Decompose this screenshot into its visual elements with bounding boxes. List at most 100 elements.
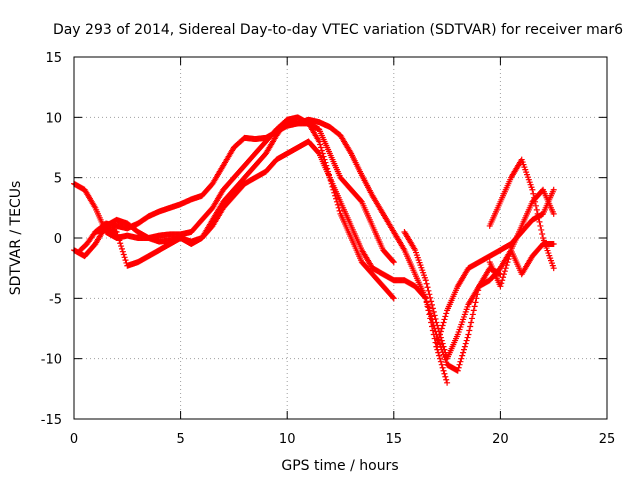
data-point <box>436 334 443 341</box>
data-points <box>71 114 557 386</box>
data-point <box>433 319 440 326</box>
data-point <box>460 349 467 356</box>
data-point <box>469 311 476 318</box>
data-point <box>431 312 438 319</box>
data-point <box>437 328 444 335</box>
data-point <box>434 340 441 347</box>
data-point <box>444 379 451 386</box>
y-tick-label: -15 <box>41 413 62 428</box>
y-tick-label: -5 <box>49 292 62 307</box>
data-point <box>432 315 439 322</box>
data-point <box>333 195 340 202</box>
data-point <box>425 287 432 294</box>
data-point <box>441 346 448 353</box>
data-point <box>334 201 341 208</box>
data-point <box>550 265 557 272</box>
data-point <box>538 226 545 233</box>
x-tick-label: 10 <box>279 432 296 447</box>
data-point <box>463 337 470 344</box>
data-point <box>459 352 466 359</box>
data-point <box>537 222 544 229</box>
data-point <box>461 343 468 350</box>
y-tick-label: 0 <box>54 232 62 247</box>
data-point <box>440 343 447 350</box>
data-point <box>534 210 541 217</box>
data-point <box>455 364 462 371</box>
data-point <box>472 299 479 306</box>
data-point <box>550 186 557 193</box>
data-point <box>460 346 467 353</box>
data-point <box>467 323 474 330</box>
data-point <box>437 358 444 365</box>
data-point <box>500 274 507 281</box>
data-point <box>424 284 431 291</box>
data-point <box>436 331 443 338</box>
data-point <box>532 198 539 205</box>
data-point <box>539 230 546 237</box>
data-point <box>503 262 510 269</box>
data-point <box>550 210 557 217</box>
data-point <box>428 301 435 308</box>
data-point <box>118 245 125 252</box>
data-point <box>428 298 435 305</box>
data-point <box>500 271 507 278</box>
data-point <box>531 194 538 201</box>
data-point <box>464 334 471 341</box>
data-point <box>427 294 434 301</box>
data-point <box>533 206 540 213</box>
chart-title: Day 293 of 2014, Sidereal Day-to-day VTE… <box>53 22 623 38</box>
data-point <box>117 240 124 247</box>
data-point <box>426 307 433 314</box>
series-track-g <box>486 156 557 272</box>
data-point <box>429 305 436 312</box>
data-point <box>532 202 539 209</box>
data-point <box>441 370 448 377</box>
x-tick-label: 20 <box>492 432 509 447</box>
tick-labels: 0 5 10 15 20 25 -15 -10 -5 0 5 10 15 <box>41 51 616 447</box>
data-point <box>120 251 127 258</box>
series-track-d <box>77 116 504 374</box>
data-point <box>458 355 465 362</box>
data-point <box>505 256 512 263</box>
data-point <box>501 268 508 275</box>
data-point <box>466 327 473 334</box>
data-point <box>471 303 478 310</box>
data-point <box>436 352 443 359</box>
data-point <box>454 367 461 374</box>
data-point <box>504 259 511 266</box>
data-point <box>119 248 126 255</box>
data-point <box>427 310 434 317</box>
data-point <box>389 258 396 265</box>
data-point <box>502 265 509 272</box>
y-axis-label: SDTVAR / TECUs <box>8 181 24 296</box>
data-point <box>456 361 463 368</box>
data-point <box>470 307 477 314</box>
series-track-e <box>401 186 557 362</box>
data-point <box>425 304 432 311</box>
data-point <box>468 315 475 322</box>
x-tick-label: 5 <box>176 432 184 447</box>
data-point <box>426 291 433 298</box>
data-point <box>390 295 397 302</box>
data-point <box>113 228 120 235</box>
data-point <box>317 144 324 151</box>
data-point <box>433 343 440 350</box>
data-point <box>468 319 475 326</box>
data-point <box>498 280 505 287</box>
data-point <box>122 257 129 264</box>
series-track-h <box>486 241 557 290</box>
data-point <box>536 218 543 225</box>
data-point <box>497 283 504 290</box>
data-point <box>499 277 506 284</box>
data-point <box>438 325 445 332</box>
data-point <box>121 254 128 261</box>
data-point <box>422 277 429 284</box>
data-point <box>436 355 443 362</box>
data-point <box>465 331 472 338</box>
series-track-a <box>71 114 397 302</box>
data-point <box>439 322 446 329</box>
data-point <box>315 149 322 156</box>
data-point <box>428 313 435 320</box>
x-axis-label: GPS time / hours <box>281 458 398 474</box>
